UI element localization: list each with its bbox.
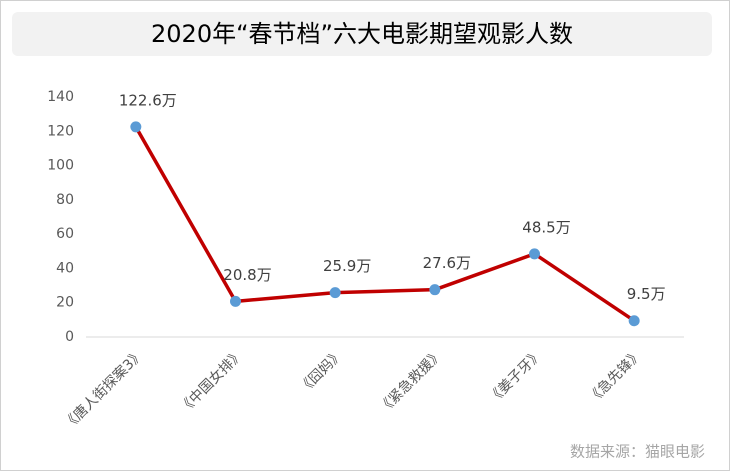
data-label: 25.9万 bbox=[323, 257, 371, 275]
y-tick-label: 120 bbox=[47, 123, 74, 139]
data-label: 122.6万 bbox=[119, 91, 177, 109]
y-tick-label: 60 bbox=[56, 226, 74, 242]
y-tick-label: 0 bbox=[65, 329, 74, 345]
data-point bbox=[529, 248, 540, 260]
data-label: 20.8万 bbox=[223, 266, 271, 284]
data-point bbox=[628, 315, 640, 327]
y-tick-label: 80 bbox=[56, 192, 74, 208]
data-point bbox=[130, 121, 142, 133]
y-tick-label: 140 bbox=[47, 89, 74, 105]
y-tick-label: 40 bbox=[56, 260, 74, 276]
title-box bbox=[12, 12, 712, 56]
data-label: 9.5万 bbox=[627, 285, 666, 303]
data-point bbox=[329, 287, 341, 299]
data-label: 48.5万 bbox=[522, 218, 570, 236]
chart-title: 2020年“春节档”六大电影期望观影人数 bbox=[151, 20, 573, 48]
data-label: 27.6万 bbox=[423, 254, 471, 272]
y-tick-label: 20 bbox=[56, 295, 74, 311]
data-point bbox=[429, 284, 441, 296]
data-point bbox=[230, 295, 241, 307]
source-note: 数据来源：猫眼电影 bbox=[570, 443, 705, 461]
series-line bbox=[134, 125, 636, 323]
y-tick-label: 100 bbox=[47, 158, 74, 174]
